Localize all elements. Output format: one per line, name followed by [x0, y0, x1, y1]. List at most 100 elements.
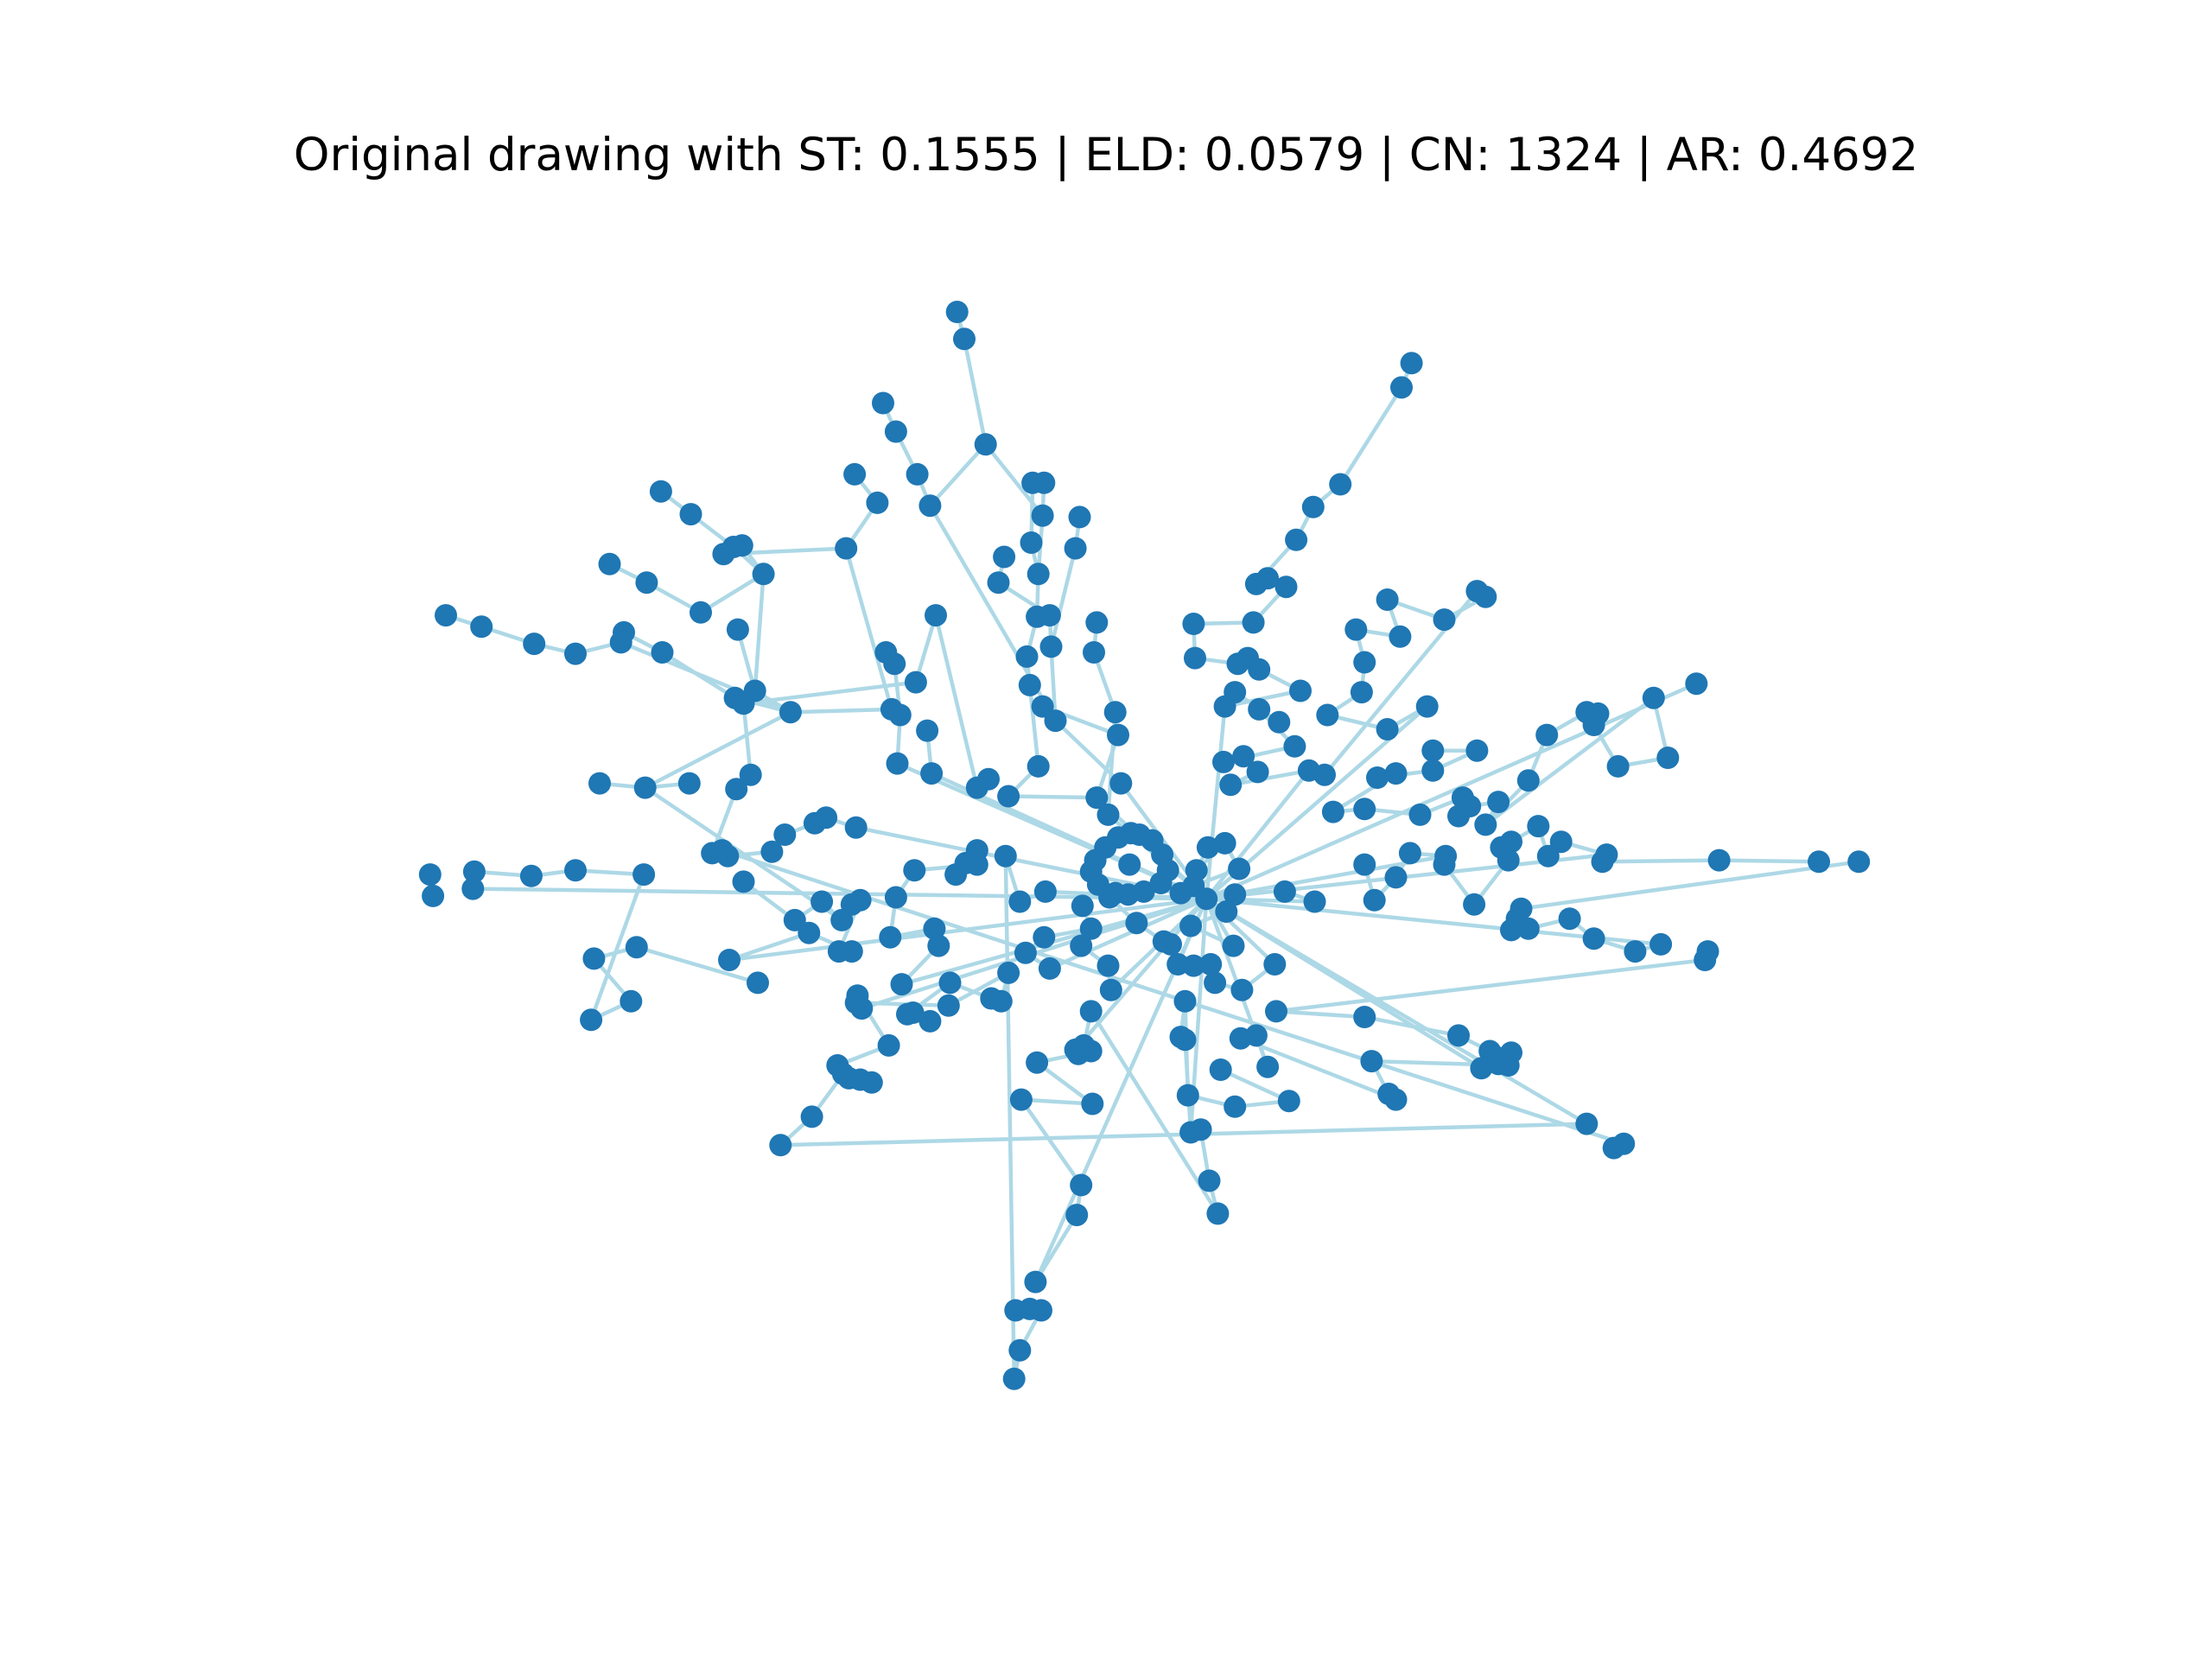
- graph-node: [632, 863, 656, 887]
- graph-node: [1008, 1338, 1032, 1362]
- graph-node: [677, 772, 701, 795]
- graph-node: [1246, 760, 1269, 784]
- graph-node: [716, 844, 740, 868]
- graph-edge: [1275, 957, 1706, 1014]
- graph-node: [625, 936, 648, 959]
- graph-node: [883, 652, 906, 676]
- graph-node: [1847, 850, 1871, 874]
- graph-node: [1376, 588, 1399, 611]
- graph-edge: [661, 651, 736, 700]
- graph-node: [993, 545, 1016, 569]
- graph-node: [582, 947, 606, 970]
- graph-node: [1224, 883, 1247, 906]
- graph-node: [1536, 844, 1560, 868]
- graph-edge: [1205, 682, 1698, 901]
- graph-node: [1224, 1095, 1247, 1118]
- graph-node: [564, 859, 587, 882]
- graph-node: [1283, 734, 1306, 758]
- graph-node: [1421, 739, 1445, 762]
- graph-node: [872, 391, 894, 415]
- graph-node: [927, 934, 950, 957]
- graph-node: [1497, 1054, 1520, 1077]
- graph-node: [815, 806, 838, 830]
- graph-node: [1209, 1058, 1232, 1081]
- graph-node: [800, 1105, 823, 1128]
- graph-node: [884, 886, 907, 909]
- graph-node: [877, 1033, 900, 1057]
- graph-edge: [1719, 858, 1820, 864]
- graph-node: [690, 601, 712, 624]
- graph-node: [633, 776, 657, 799]
- graph-node: [1316, 703, 1339, 727]
- graph-node: [1213, 831, 1236, 855]
- graph-node: [831, 1062, 855, 1085]
- graph-node: [1274, 575, 1298, 599]
- graph-edge: [721, 848, 1624, 1146]
- graph-node: [1039, 635, 1063, 658]
- graph-node: [580, 1008, 603, 1032]
- graph-node: [810, 890, 834, 913]
- graph-edge: [741, 703, 753, 775]
- graph-node: [1248, 658, 1271, 681]
- graph-edge: [947, 970, 1010, 1007]
- graph-node: [1152, 930, 1175, 953]
- graph-node: [860, 1071, 883, 1094]
- graph-node: [879, 925, 902, 949]
- graph-node: [461, 877, 485, 900]
- graph-edge: [699, 572, 765, 614]
- graph-node: [1353, 853, 1376, 876]
- graph-node: [1195, 887, 1218, 911]
- graph-node: [840, 940, 863, 963]
- graph-node: [1044, 709, 1067, 733]
- graph-node: [1198, 1169, 1221, 1192]
- graph-node: [1527, 815, 1550, 838]
- graph-node: [866, 491, 889, 514]
- graph-node: [1474, 813, 1497, 836]
- graph-node: [1487, 791, 1510, 814]
- graph-node: [1242, 611, 1265, 634]
- graph-node: [1360, 1050, 1383, 1073]
- graph-node: [1182, 613, 1205, 635]
- graph-node: [1033, 925, 1056, 949]
- graph-edge: [1230, 768, 1310, 787]
- graph-node: [1065, 1204, 1089, 1227]
- graph-node: [1002, 1367, 1026, 1390]
- graph-node: [1384, 866, 1408, 889]
- graph-node: [1465, 739, 1489, 762]
- graph-node: [1066, 1042, 1090, 1065]
- graph-node: [1535, 723, 1559, 747]
- graph-node: [965, 853, 988, 876]
- graph-node: [773, 823, 797, 846]
- graph-node: [752, 563, 775, 586]
- graph-node: [718, 949, 741, 971]
- graph-edge: [1239, 1036, 1397, 1102]
- graph-node: [470, 615, 493, 639]
- graph-node: [1009, 1088, 1033, 1111]
- graph-node: [649, 480, 672, 503]
- graph-edge: [644, 710, 791, 790]
- graph-node: [896, 1002, 918, 1026]
- graph-node: [953, 327, 976, 351]
- graph-node: [1118, 853, 1141, 876]
- graph-node: [1228, 857, 1251, 880]
- graph-node: [1353, 651, 1376, 674]
- graph-node: [997, 961, 1020, 984]
- graph-node: [1230, 978, 1254, 1001]
- graph-node: [1612, 1132, 1636, 1155]
- graph-node: [1173, 1028, 1197, 1052]
- graph-node: [1079, 917, 1103, 940]
- graph-node: [944, 863, 968, 887]
- graph-node: [1068, 505, 1091, 529]
- graph-node: [1098, 886, 1122, 909]
- graph-node: [1277, 1090, 1300, 1113]
- graph-node: [1085, 611, 1109, 634]
- graph-node: [1018, 673, 1041, 696]
- graph-node: [945, 301, 969, 323]
- graph-edge: [1484, 696, 1656, 827]
- graph-edge: [1048, 897, 1208, 970]
- graph-node: [938, 971, 962, 995]
- graph-node: [844, 816, 868, 839]
- graph-node: [1204, 971, 1227, 995]
- graph-node: [1649, 932, 1673, 956]
